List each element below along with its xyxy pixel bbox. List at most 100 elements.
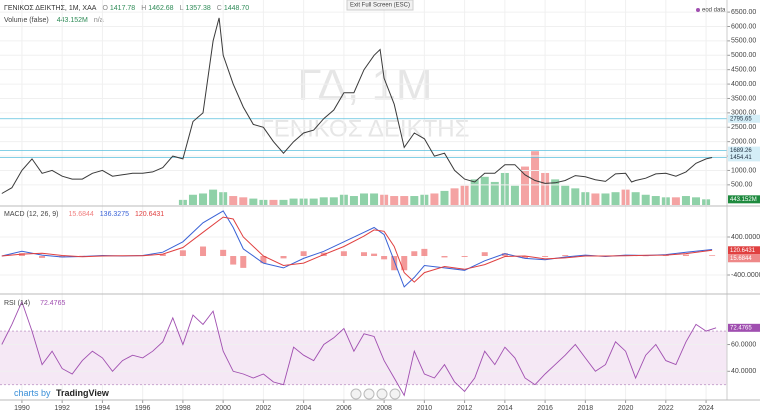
histogram-value: 15.6844 [68, 211, 93, 218]
histogram-tag-bg [728, 254, 760, 263]
x-tick-label: 2020 [618, 405, 634, 412]
exit-button[interactable] [346, 0, 414, 11]
signal-value: 120.6431 [135, 211, 164, 218]
histogram-bar [481, 252, 488, 257]
legend: RSI (14) 72.4765 [4, 300, 65, 307]
histogram-bar [521, 256, 528, 259]
volume-bar [410, 196, 419, 205]
title: Volume (false) [4, 17, 49, 24]
eod-dot [696, 8, 700, 12]
y-tick-label: 6500.00 [731, 9, 756, 16]
x-tick-label: 2002 [256, 405, 272, 412]
histogram-bar [381, 256, 388, 260]
histogram-bar [682, 254, 689, 257]
zoom-in[interactable] [376, 388, 388, 400]
x-tick-label: 2012 [457, 405, 473, 412]
volume-bar [239, 197, 248, 205]
volume-bar [229, 196, 238, 205]
volume-bar [571, 188, 580, 205]
volume-bar [470, 179, 479, 205]
volume-bar [188, 194, 197, 205]
volume-bar [692, 197, 701, 205]
histogram-bar [159, 254, 166, 257]
brand[interactable]: TradingView [56, 388, 110, 398]
legend: Volume (false) 443.152M n/a [4, 17, 104, 24]
histogram-bar [230, 256, 237, 265]
volume-bar [510, 185, 519, 205]
volume-bar [520, 166, 529, 205]
y-tick-label: 400.0000 [731, 234, 760, 241]
x-tick-label: 2018 [578, 405, 594, 412]
histogram-bar [421, 248, 428, 257]
histogram-bar [709, 255, 716, 257]
volume-bar [349, 196, 358, 205]
volume-bar [289, 198, 298, 205]
level-tag: 2795.65 [730, 116, 752, 122]
histogram-bar [562, 255, 569, 257]
legend: ΓΕΝΙΚΟΣ ΔΕΙΚΤΗΣ, 1M, XAA O 1417.78 H 1462.68… [4, 5, 249, 12]
x-tick-label: 2024 [698, 405, 714, 412]
volume-bar [329, 197, 338, 205]
zoom-out[interactable] [363, 388, 375, 400]
x-tick-label: 2014 [497, 405, 513, 412]
ohlc-key: C [217, 5, 222, 12]
ohlc-value: 1417.78 [110, 5, 135, 12]
x-tick-label: 2010 [417, 405, 433, 412]
price-line [1, 17, 713, 194]
x-tick-label: 2016 [537, 405, 553, 412]
histogram-bar [501, 253, 508, 257]
rsi-tag-bg [728, 323, 760, 332]
signal-tag: 120.6431 [730, 248, 756, 254]
x-tick-label: 2004 [296, 405, 312, 412]
eod-label: eod data [702, 8, 726, 14]
rsi-tag: 72.4765 [730, 325, 752, 331]
histogram-bar [39, 256, 46, 258]
histogram-bar [240, 256, 247, 268]
volume-bar [269, 199, 278, 205]
volume-bar [249, 198, 258, 205]
volume-bar [309, 198, 318, 205]
exit-label[interactable]: Exit Full Screen (ESC) [350, 3, 410, 9]
credit-text[interactable]: charts by [14, 388, 51, 398]
histogram-bar [280, 256, 287, 259]
status: n/a [94, 17, 104, 24]
volume-bar [591, 193, 600, 205]
ohlc-key: H [141, 5, 146, 12]
histogram-bar [441, 256, 448, 258]
x-tick-label: 1994 [95, 405, 111, 412]
volume-bar [400, 196, 409, 205]
histogram-bar [200, 246, 207, 257]
volume-tag: 443.152M [730, 197, 757, 203]
title: ΓΕΝΙΚΟΣ ΔΕΙΚΤΗΣ, 1M, XAA [4, 5, 97, 12]
histogram-tag: 15.6844 [730, 256, 752, 262]
histogram-bar [542, 256, 549, 257]
histogram-bar [391, 256, 398, 271]
volume-bar [631, 192, 640, 205]
scroll-left[interactable] [350, 388, 362, 400]
x-tick-label: 1992 [54, 405, 70, 412]
histogram-bar [401, 256, 408, 271]
scroll-right[interactable] [389, 388, 401, 400]
level-tag-bg [728, 146, 760, 155]
level-tag: 1689.26 [730, 148, 752, 154]
ohlc-key: O [102, 5, 108, 12]
volume-bar [319, 197, 328, 205]
ohlc-value: 1448.70 [224, 5, 249, 12]
histogram-bar [220, 249, 227, 257]
macd-value: 136.3275 [100, 211, 129, 218]
volume-bar [480, 176, 489, 205]
y-tick-label: 1000.00 [731, 167, 756, 174]
ohlc-key: L [180, 5, 184, 12]
volume-bar [551, 179, 560, 205]
level-tag-bg [728, 153, 760, 162]
histogram-bar [340, 251, 347, 257]
volume-bar [209, 189, 218, 205]
credit[interactable]: charts by TradingView [14, 388, 110, 398]
volume-tag-bg [728, 195, 760, 204]
volume-bar [611, 192, 620, 205]
x-tick-label: 1998 [175, 405, 191, 412]
y-tick-label: 4500.00 [731, 67, 756, 74]
volume-bar [430, 193, 439, 205]
signal-tag-bg [728, 246, 760, 255]
